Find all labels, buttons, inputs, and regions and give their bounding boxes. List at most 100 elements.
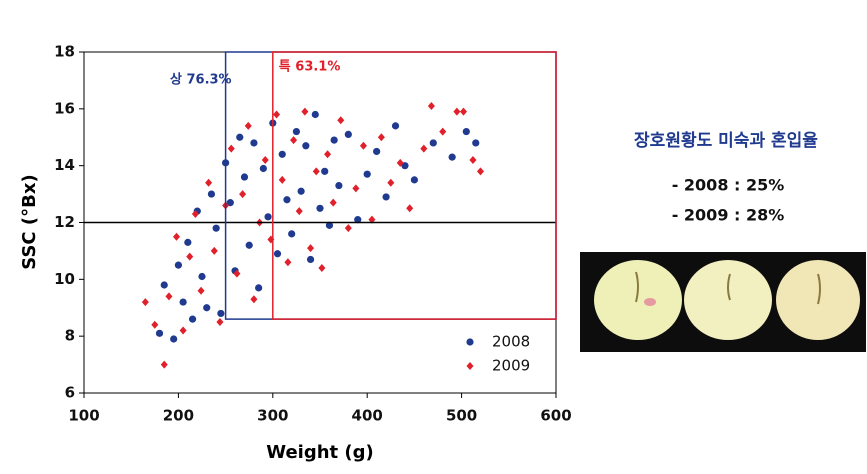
region-label: 상 76.3%: [170, 73, 232, 88]
point: [373, 147, 381, 156]
point: [205, 178, 213, 187]
point: [290, 136, 298, 145]
point: [377, 133, 385, 142]
legend-marker: [466, 362, 474, 370]
x-tick-label: 300: [257, 407, 288, 425]
point: [244, 121, 252, 130]
point: [439, 127, 447, 136]
point: [239, 190, 247, 199]
point: [212, 224, 220, 232]
point: [368, 215, 376, 224]
point: [173, 232, 181, 241]
point: [476, 167, 484, 176]
point: [236, 133, 244, 141]
point: [295, 207, 303, 216]
point: [312, 167, 320, 176]
point: [264, 213, 272, 221]
point: [197, 286, 205, 295]
point: [301, 107, 309, 116]
point: [179, 326, 187, 335]
point: [203, 304, 211, 312]
point: [311, 110, 319, 119]
point: [302, 142, 310, 150]
point: [359, 141, 367, 150]
point: [459, 107, 467, 116]
point: [410, 176, 418, 184]
point: [278, 150, 286, 158]
point: [273, 110, 281, 119]
panel-title: 장호원황도 미숙과 혼입율: [634, 130, 818, 151]
point: [306, 255, 315, 264]
point: [344, 130, 352, 139]
x-axis-label: Weight (g): [266, 442, 374, 463]
point: [207, 190, 216, 198]
point: [186, 252, 194, 261]
y-tick-label: 16: [54, 99, 75, 117]
legend-marker: [466, 338, 474, 346]
point: [184, 238, 192, 246]
point: [261, 155, 269, 164]
point: [165, 292, 173, 301]
point: [170, 335, 178, 343]
y-tick-label: 6: [65, 384, 75, 402]
point: [151, 320, 159, 329]
point: [427, 101, 435, 110]
point: [324, 150, 332, 159]
point: [329, 198, 337, 207]
point: [259, 164, 267, 173]
point: [188, 315, 197, 323]
point: [160, 360, 168, 369]
point: [472, 139, 480, 147]
point: [160, 281, 168, 289]
point: [288, 230, 296, 238]
legend-label: 2008: [492, 333, 530, 351]
region-label: 특 63.1%: [279, 60, 341, 75]
y-tick-label: 8: [65, 327, 75, 345]
legend-label: 2009: [492, 357, 530, 375]
panel-line: - 2008 : 25%: [672, 176, 785, 195]
point: [354, 216, 362, 224]
point: [179, 298, 187, 306]
point: [363, 170, 371, 178]
point: [226, 199, 234, 207]
peach-photo: [580, 252, 866, 352]
point: [321, 167, 329, 175]
point: [387, 178, 395, 187]
point: [245, 241, 253, 249]
point: [330, 136, 338, 144]
region: [272, 51, 557, 320]
point: [210, 246, 218, 255]
point: [391, 122, 400, 130]
point: [284, 258, 292, 267]
point: [396, 158, 404, 167]
point: [174, 261, 182, 269]
point: [255, 284, 263, 292]
point: [352, 184, 360, 193]
point: [250, 295, 258, 304]
y-tick-label: 10: [54, 270, 75, 288]
point: [141, 298, 149, 307]
point: [344, 224, 352, 233]
point: [318, 263, 326, 272]
point: [283, 196, 291, 204]
point: [233, 269, 241, 278]
x-tick-label: 500: [446, 407, 477, 425]
point: [273, 250, 282, 258]
point: [337, 116, 345, 125]
point: [217, 309, 225, 318]
point: [420, 144, 428, 153]
panel-line: - 2009 : 28%: [672, 206, 785, 225]
point: [227, 144, 235, 153]
y-tick-label: 18: [54, 43, 75, 61]
x-tick-label: 100: [68, 407, 99, 425]
point: [292, 127, 300, 136]
point: [198, 272, 206, 281]
point: [297, 187, 305, 195]
point: [448, 153, 456, 161]
point: [382, 193, 390, 201]
point: [216, 317, 224, 326]
x-tick-label: 600: [540, 407, 571, 425]
point: [155, 329, 164, 337]
y-tick-label: 14: [54, 156, 75, 174]
